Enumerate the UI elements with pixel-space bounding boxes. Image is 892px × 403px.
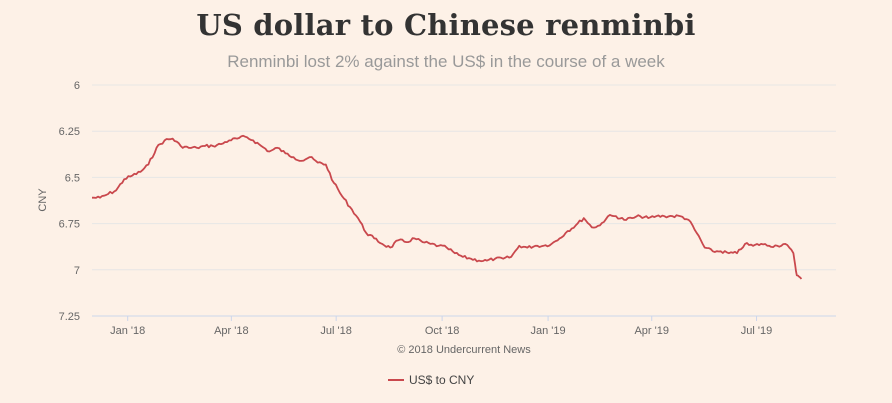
grid-lines xyxy=(92,84,836,271)
y-tick-label: 7 xyxy=(74,265,80,277)
legend-label[interactable]: US$ to CNY xyxy=(409,373,474,387)
x-tick-label: Oct '18 xyxy=(425,325,460,337)
chart-credit: © 2018 Undercurrent News xyxy=(397,344,531,356)
chart-subtitle: Renminbi lost 2% against the US$ in the … xyxy=(227,52,665,71)
series-group xyxy=(92,134,803,280)
y-axis-title: CNY xyxy=(37,188,49,212)
y-tick-label: 6.5 xyxy=(65,172,80,184)
x-tick-label: Jan '19 xyxy=(531,325,566,337)
y-tick-label: 6 xyxy=(74,80,80,92)
x-tick-label: Apr '18 xyxy=(214,325,249,337)
legend[interactable]: US$ to CNY xyxy=(388,373,474,387)
x-tick-label: Apr '19 xyxy=(634,325,669,337)
chart-title: US dollar to Chinese renminbi xyxy=(196,8,696,42)
series-line[interactable] xyxy=(92,134,803,280)
y-tick-label: 7.25 xyxy=(59,311,80,323)
x-tick-label: Jul '18 xyxy=(320,325,351,337)
y-tick-label: 6.75 xyxy=(59,219,80,231)
x-axis: Jan '18 Apr '18 Jul '18 Oct '18 Jan '19 Apr '… xyxy=(92,315,836,337)
x-tick-label: Jul '19 xyxy=(741,325,772,337)
y-tick-label: 6.25 xyxy=(59,126,80,138)
x-tick-label: Jan '18 xyxy=(110,325,145,337)
y-axis: 6 6.25 6.5 6.75 7 7.25 xyxy=(59,80,80,323)
